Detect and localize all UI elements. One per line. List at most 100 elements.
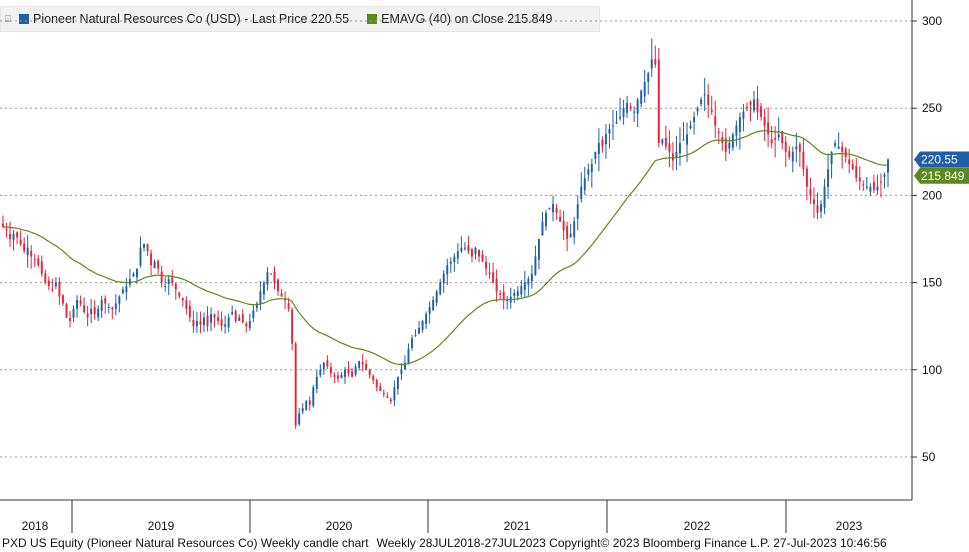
- candle-body: [298, 413, 301, 425]
- candle-body: [93, 307, 96, 314]
- candle-body: [657, 59, 660, 144]
- candle-body: [594, 151, 597, 159]
- candle-body: [365, 363, 368, 370]
- candle-body: [79, 300, 82, 304]
- candle-body: [460, 247, 463, 252]
- candle-body: [47, 280, 50, 287]
- candle-body: [241, 314, 244, 323]
- candle-body: [675, 151, 678, 158]
- candle-body: [865, 186, 868, 188]
- candle-body: [573, 221, 576, 238]
- candle-body: [696, 108, 699, 112]
- candle-body: [435, 291, 438, 303]
- candle-body: [700, 99, 703, 105]
- last-price-tag-shape: [914, 151, 969, 168]
- candle-body: [136, 268, 138, 278]
- candle-body: [513, 293, 516, 296]
- candle-body: [463, 247, 466, 249]
- candle-body: [548, 207, 551, 210]
- candle-body: [262, 282, 265, 295]
- y-tick-label: 300: [922, 14, 942, 28]
- candle-body: [432, 300, 435, 311]
- candle-body: [668, 143, 671, 152]
- candle-body: [65, 303, 68, 318]
- candle-body: [523, 282, 526, 290]
- candle-body: [682, 139, 685, 141]
- y-tick-label: 200: [922, 188, 942, 202]
- candle-body: [820, 204, 822, 212]
- pin-icon[interactable]: ⍗: [5, 13, 11, 25]
- y-tick-label: 50: [922, 450, 936, 464]
- candle-body: [837, 146, 840, 149]
- candle-body: [707, 94, 710, 105]
- candle-body: [104, 298, 107, 304]
- candle-body: [277, 279, 279, 292]
- candle-body: [210, 313, 212, 323]
- candle-body: [671, 153, 674, 161]
- candle-body: [121, 289, 124, 294]
- candle-body: [805, 168, 808, 187]
- candle-body: [541, 221, 544, 236]
- candle-body: [174, 283, 177, 290]
- candle-body: [90, 308, 93, 315]
- candle-body: [125, 286, 128, 293]
- candle-body: [203, 317, 205, 326]
- candle-body: [195, 320, 198, 327]
- candle-body: [143, 244, 146, 248]
- candle-body: [446, 265, 449, 275]
- candle-body: [495, 279, 498, 292]
- candle-body: [552, 204, 555, 213]
- candle-body: [111, 307, 114, 309]
- candle-body: [559, 216, 562, 222]
- candle-body: [333, 375, 336, 377]
- candle-body: [689, 125, 692, 129]
- candle-body: [308, 400, 311, 405]
- candle-body: [139, 247, 142, 266]
- candle-body: [555, 207, 558, 213]
- candle-body: [344, 369, 346, 377]
- candle-body: [640, 90, 643, 104]
- candle-body: [2, 223, 4, 227]
- candle-body: [273, 271, 276, 283]
- candle-body: [749, 101, 752, 105]
- y-tick-label: 100: [922, 363, 942, 377]
- candle-body: [217, 317, 220, 321]
- candle-body: [199, 321, 202, 325]
- candle-body: [16, 232, 19, 238]
- candle-body: [72, 308, 75, 318]
- candle-body: [590, 164, 593, 173]
- candle-body: [421, 320, 424, 330]
- candle-body: [414, 334, 417, 336]
- candle-body: [238, 317, 241, 321]
- candle-body: [855, 166, 858, 178]
- candle-body: [467, 245, 470, 252]
- candle-body: [636, 99, 639, 114]
- footer-copyright: Weekly 28JUL2018-27JUL2023 Copyright© 20…: [376, 536, 887, 550]
- legend-ema-label: EMAVG (40) on Close 215.849: [381, 12, 553, 26]
- candle-body: [396, 376, 399, 389]
- candle-body: [823, 186, 826, 208]
- chart-legend: ⍗ Pioneer Natural Resources Co (USD) - L…: [0, 6, 600, 32]
- candle-body: [220, 319, 223, 327]
- candle-body: [633, 111, 636, 113]
- candle-body: [269, 273, 272, 275]
- candle-body: [259, 291, 262, 305]
- candle-body: [795, 146, 798, 150]
- candle-body: [354, 366, 357, 375]
- candle-body: [654, 59, 657, 65]
- candle-body: [453, 256, 456, 262]
- candle-body: [784, 142, 787, 152]
- candle-body: [231, 312, 234, 315]
- year-label: 2020: [326, 519, 353, 533]
- candle-body: [777, 134, 780, 138]
- candle-body: [545, 212, 547, 227]
- candle-body: [372, 375, 375, 381]
- candle-body: [171, 277, 174, 283]
- candle-body: [340, 375, 343, 378]
- candle-body: [809, 188, 812, 196]
- candle-body: [26, 247, 29, 256]
- candle-chart: 300 250 200 150 100 50 2018 2019 2020 2021 2022 202…: [0, 0, 969, 533]
- candle-body: [841, 146, 844, 152]
- year-label: 2023: [836, 519, 863, 533]
- candle-body: [312, 387, 315, 406]
